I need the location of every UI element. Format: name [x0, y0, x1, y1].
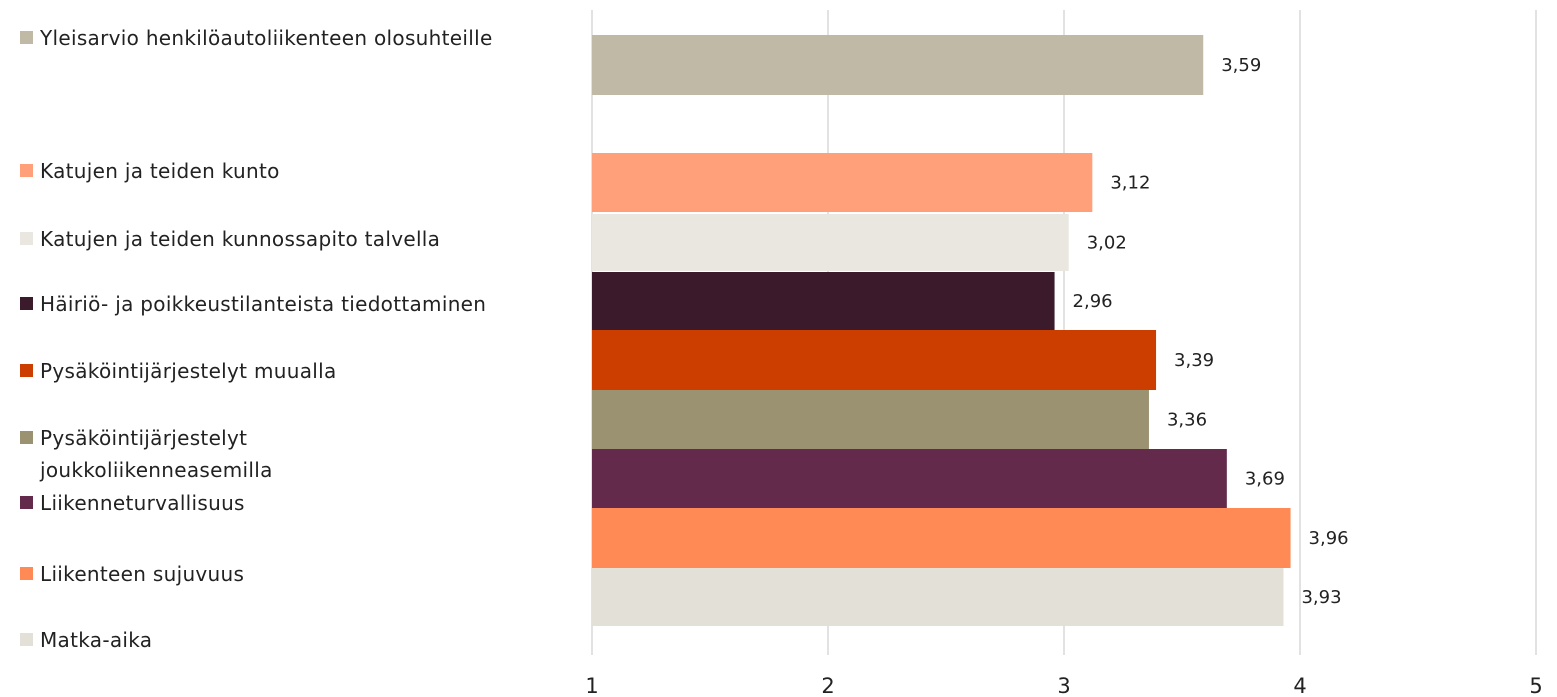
- bar: [592, 390, 1149, 449]
- legend-item: Pysäköintijärjestelyt joukkoliikenneasem…: [20, 422, 350, 486]
- legend-swatch: [20, 31, 33, 44]
- x-tick-label: 4: [1293, 674, 1306, 697]
- x-tick-label: 3: [1057, 674, 1070, 697]
- data-label: 3,39: [1174, 350, 1214, 371]
- bar: [592, 35, 1204, 95]
- legend-item: Katujen ja teiden kunnossapito talvella: [20, 223, 580, 255]
- x-axis-ticks: 1 2 3 4 5: [585, 674, 1542, 697]
- data-label: 3,69: [1245, 469, 1285, 490]
- bar: [592, 272, 1055, 330]
- legend-item: Pysäköintijärjestelyt muualla: [20, 355, 580, 387]
- legend-swatch: [20, 232, 33, 245]
- legend-label: Liikenteen sujuvuus: [40, 562, 245, 586]
- bar: [592, 214, 1069, 271]
- legend-label: Liikenneturvallisuus: [40, 491, 245, 515]
- legend-item: Yleisarvio henkilöautoliikenteen olosuht…: [20, 22, 580, 54]
- legend-swatch: [20, 431, 33, 444]
- data-label: 3,96: [1309, 528, 1349, 549]
- legend-swatch: [20, 297, 33, 310]
- legend-label: Pysäköintijärjestelyt joukkoliikenneasem…: [40, 426, 273, 482]
- x-tick-label: 5: [1529, 674, 1542, 697]
- legend-swatch: [20, 164, 33, 177]
- legend-label: Katujen ja teiden kunto: [40, 159, 280, 183]
- legend-label: Matka-aika: [40, 628, 153, 652]
- legend-label: Yleisarvio henkilöautoliikenteen olosuht…: [40, 26, 493, 50]
- legend-label: Pysäköintijärjestelyt muualla: [40, 359, 337, 383]
- bar: [592, 153, 1093, 212]
- legend-item: Liikenneturvallisuus: [20, 487, 580, 519]
- x-tick-label: 1: [585, 674, 598, 697]
- data-label: 2,96: [1073, 291, 1113, 312]
- data-labels: 3,59 3,12 3,02 2,96 3,39 3,36 3,69 3,96 3,93: [1073, 55, 1349, 608]
- data-label: 3,93: [1301, 587, 1341, 608]
- legend-item: Liikenteen sujuvuus: [20, 558, 580, 590]
- data-label: 3,12: [1110, 173, 1150, 194]
- data-label: 3,36: [1167, 410, 1207, 431]
- legend-item: Katujen ja teiden kunto: [20, 155, 580, 187]
- legend-item: Matka-aika: [20, 624, 580, 656]
- legend-swatch: [20, 364, 33, 377]
- legend-label: Häiriö- ja poikkeustilanteista tiedottam…: [40, 292, 487, 316]
- data-label: 3,02: [1087, 233, 1127, 254]
- bar: [592, 449, 1227, 508]
- legend-swatch: [20, 567, 33, 580]
- legend-item: Häiriö- ja poikkeustilanteista tiedottam…: [20, 288, 580, 320]
- bar: [592, 568, 1284, 626]
- legend-label: Katujen ja teiden kunnossapito talvella: [40, 227, 441, 251]
- bars: [592, 35, 1291, 626]
- legend-swatch: [20, 633, 33, 646]
- data-label: 3,59: [1221, 55, 1261, 76]
- x-tick-label: 2: [821, 674, 834, 697]
- legend-swatch: [20, 496, 33, 509]
- bar: [592, 330, 1157, 390]
- bar: [592, 508, 1291, 568]
- legend: Yleisarvio henkilöautoliikenteen olosuht…: [0, 0, 580, 697]
